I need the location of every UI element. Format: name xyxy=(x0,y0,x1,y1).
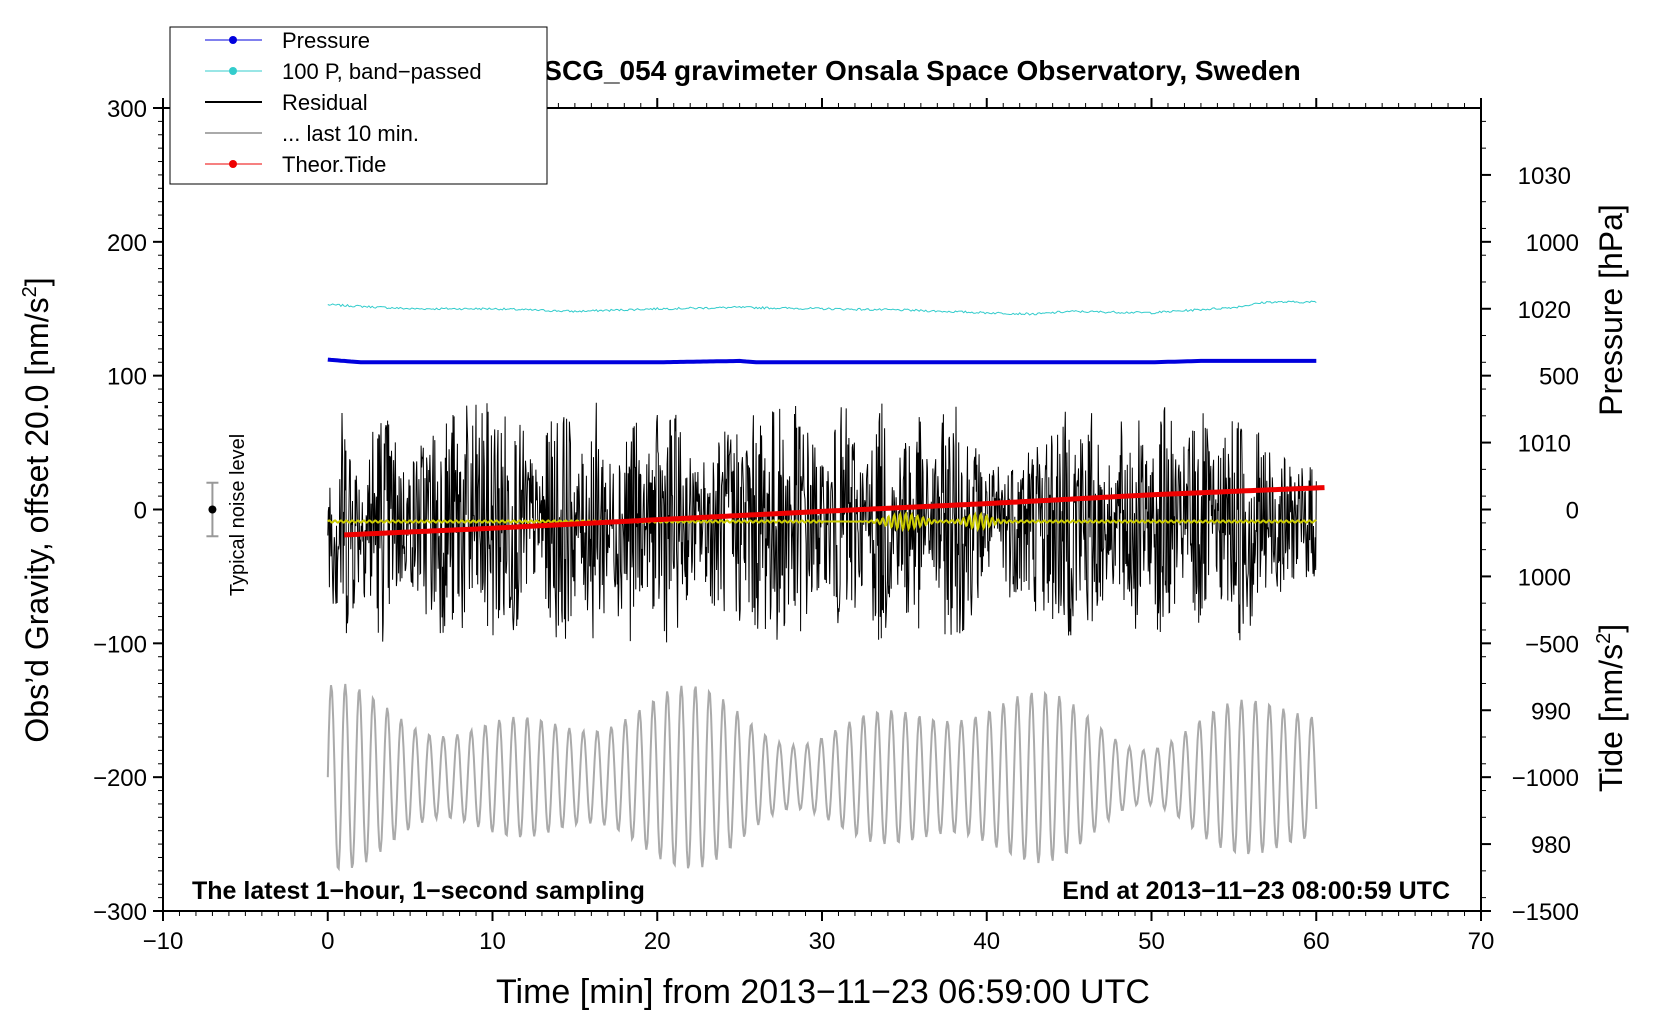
x-tick-label: 0 xyxy=(321,928,334,955)
series-residual xyxy=(327,402,1317,643)
tide-axis-label-text: Tide [nm/s xyxy=(1593,644,1629,792)
legend-swatch-marker xyxy=(229,160,237,168)
tide-tick-label: −500 xyxy=(1525,631,1579,658)
y-axis-label-text: Obs’d Gravity, offset 20.0 [nm/s xyxy=(19,297,55,742)
pressure-tick-label: 1030 xyxy=(1518,163,1571,190)
y-axis-ticks: 300 200 100 0 −100 −200 −300 xyxy=(93,96,163,926)
x-tick-label: 70 xyxy=(1468,928,1495,955)
x-tick-label: 30 xyxy=(809,928,836,955)
x-tick-label: 60 xyxy=(1303,928,1330,955)
legend-label: Residual xyxy=(282,90,368,115)
noise-level-bar xyxy=(206,481,219,538)
y-tick-label: 200 xyxy=(107,230,147,257)
tide-tick-label: −1000 xyxy=(1512,765,1579,792)
pressure-tick-label: 1020 xyxy=(1518,297,1571,324)
tide-axis-label-tail: ] xyxy=(1593,624,1629,633)
noise-bar-center-dot xyxy=(208,505,217,514)
tide-tick-label: 0 xyxy=(1566,498,1579,525)
x-axis-ticks: −10 0 10 20 30 40 50 60 70 xyxy=(143,98,1495,955)
legend-label: ... last 10 min. xyxy=(282,121,419,146)
pressure-tick-label: 980 xyxy=(1531,832,1571,859)
tide-axis-label-sup: 2 xyxy=(1593,633,1615,644)
legend-swatch-marker xyxy=(229,67,237,75)
series-last-10-min xyxy=(326,683,1318,872)
legend-label: 100 P, band−passed xyxy=(282,59,482,84)
annotation-end-time: End at 2013−11−23 08:00:59 UTC xyxy=(1062,877,1450,905)
series-filtered xyxy=(327,510,1317,533)
chart-title: SCG_054 gravimeter Onsala Space Observat… xyxy=(543,55,1300,86)
y-tick-label: −100 xyxy=(93,631,147,658)
x-tick-label: 10 xyxy=(479,928,506,955)
x-tick-label: −10 xyxy=(143,928,184,955)
pressure-tick-label: 1010 xyxy=(1518,431,1571,458)
noise-level-label: Typical noise level xyxy=(227,434,249,596)
pressure-tick-label: 1000 xyxy=(1518,564,1571,591)
series-band-passed xyxy=(327,300,1317,316)
y-tick-label: −200 xyxy=(93,765,147,792)
tide-tick-label: 1000 xyxy=(1526,230,1579,257)
pressure-axis-ticks: 1030 1020 1010 1000 990 980 xyxy=(1481,120,1571,899)
y-tick-label: 0 xyxy=(134,498,147,525)
y-axis-label-sup: 2 xyxy=(19,286,41,297)
pressure-tick-label: 990 xyxy=(1531,698,1571,725)
series-pressure xyxy=(327,357,1317,365)
series-theor-tide xyxy=(344,485,1325,538)
legend-label: Theor.Tide xyxy=(282,152,386,177)
tide-axis-ticks: 1000 500 0 −500 −1000 −1500 xyxy=(1481,230,1579,926)
x-tick-label: 50 xyxy=(1138,928,1165,955)
tide-tick-label: −1500 xyxy=(1512,899,1579,926)
y-tick-label: 100 xyxy=(107,364,147,391)
y-tick-label: 300 xyxy=(107,96,147,123)
y-axis-label-tail: ] xyxy=(19,277,55,286)
pressure-axis-label: Pressure [hPa] xyxy=(1593,204,1629,416)
x-tick-label: 40 xyxy=(973,928,1000,955)
legend-swatch-marker xyxy=(229,36,237,44)
legend: Pressure 100 P, band−passed Residual ... la… xyxy=(169,26,548,185)
y-tick-label: −300 xyxy=(93,899,147,926)
series-layer xyxy=(326,300,1325,872)
x-tick-label: 20 xyxy=(644,928,671,955)
legend-label: Pressure xyxy=(282,28,370,53)
annotation-sampling: The latest 1−hour, 1−second sampling xyxy=(192,877,645,905)
tide-tick-label: 500 xyxy=(1539,364,1579,391)
legend-box xyxy=(169,26,548,185)
y-axis-label: Obs’d Gravity, offset 20.0 [nm/s2] xyxy=(19,277,55,742)
x-axis-label: Time [min] from 2013−11−23 06:59:00 UTC xyxy=(496,973,1150,1011)
tide-axis-label: Tide [nm/s2] xyxy=(1593,624,1629,792)
